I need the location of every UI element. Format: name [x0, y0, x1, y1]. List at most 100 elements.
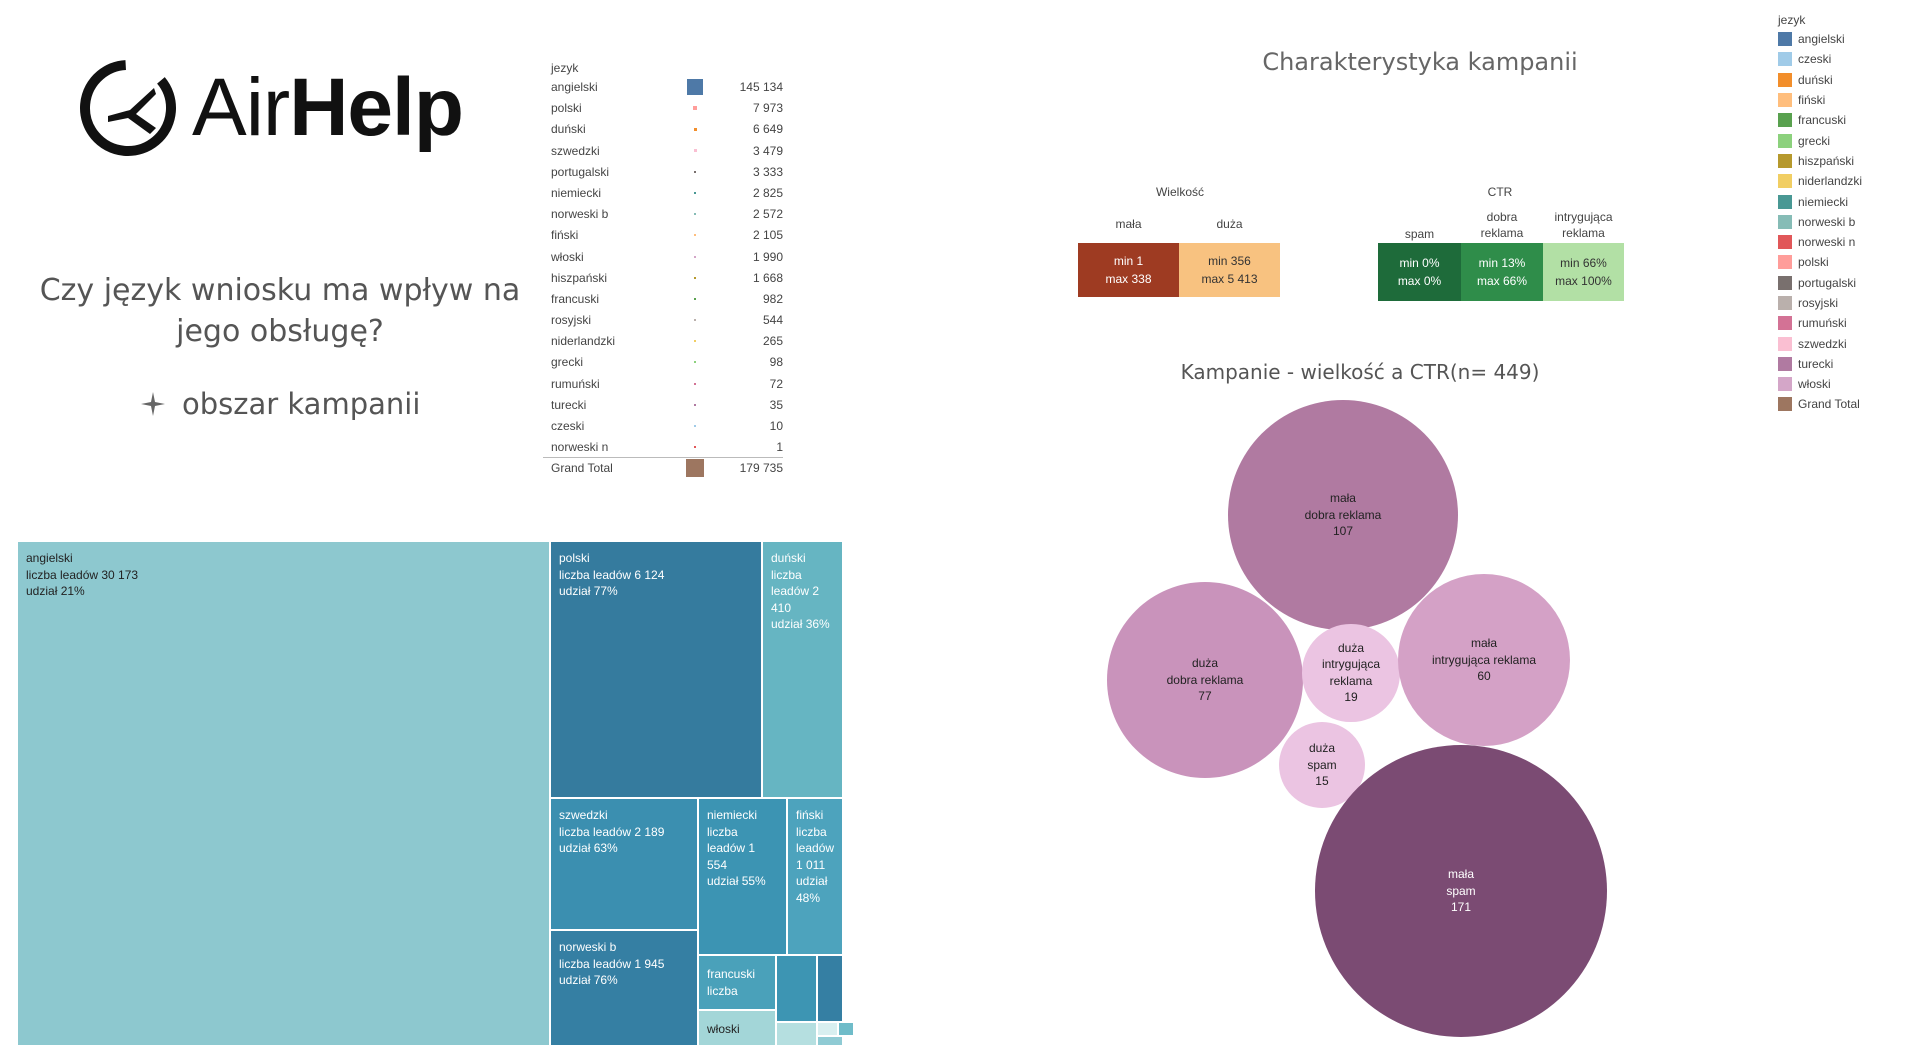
legend-item[interactable]: rosyjski [1778, 293, 1862, 313]
bubble-chart: mała dobra reklama 107 duża dobra reklama 77 d… [1080, 390, 1640, 1040]
language-count: 35 [769, 397, 783, 412]
area-navigation-link[interactable]: obszar kampanii [140, 387, 420, 421]
treemap-label: angielski [26, 551, 73, 565]
legend-item[interactable]: angielski [1778, 29, 1862, 49]
table-row: włoski 1 990 [543, 246, 783, 267]
legend-swatch [1778, 377, 1792, 392]
treemap-label: udział 63% [559, 841, 618, 855]
table-row: polski 7 973 [543, 97, 783, 118]
legend-swatch [1778, 72, 1792, 87]
language-name: rosyjski [551, 313, 592, 328]
sparkle-icon [141, 392, 165, 416]
size-marker [686, 459, 704, 478]
treemap-label: polski [559, 551, 590, 565]
treemap-label: duński [771, 551, 806, 565]
bubble-value: 107 [1332, 524, 1353, 539]
legend-item[interactable]: niderlandzki [1778, 171, 1862, 191]
legend-item[interactable]: czeski [1778, 49, 1862, 69]
bubble-value: 60 [1477, 669, 1491, 684]
legend-item[interactable]: grecki [1778, 130, 1862, 150]
language-name: portugalski [551, 164, 610, 179]
language-name: fiński [551, 228, 579, 243]
legend-label: angielski [1798, 32, 1845, 47]
legend-label: hiszpański [1798, 153, 1855, 168]
size-marker [694, 276, 696, 279]
legend-item[interactable]: włoski [1778, 374, 1862, 394]
legend-swatch [1778, 255, 1792, 270]
treemap-cell: duński liczba leadów 2 410 udział 36% [762, 541, 843, 798]
bubble-size: duża [1191, 656, 1218, 671]
language-count: 1 [776, 440, 783, 455]
size-marker [693, 127, 697, 131]
bubble-size: mała [1447, 867, 1474, 882]
characteristics-title: Charakterystyka kampanii [1262, 48, 1578, 76]
airhelp-logo-icon [80, 60, 176, 156]
legend-item[interactable]: francuski [1778, 110, 1862, 130]
legend-label: niderlandzki [1798, 174, 1863, 189]
table-row: grecki 98 [543, 351, 783, 372]
legend-label: rosyjski [1798, 296, 1839, 310]
treemap-cell: fiński liczba leadów 1 011 udział 48% [787, 798, 843, 955]
legend-label: rumuński [1798, 316, 1847, 331]
legend-item[interactable]: norweski b [1778, 212, 1862, 232]
range-tile: min 356 max 5 413 [1179, 243, 1280, 297]
treemap-label: włoski [707, 1022, 740, 1036]
legend-label: niemiecki [1798, 194, 1849, 209]
treemap-label: leadów 2 [771, 584, 820, 598]
tile-min: min 0% [1399, 256, 1440, 270]
language-name: Grand Total [551, 461, 613, 476]
treemap-label: udział 21% [26, 584, 85, 598]
legend-item[interactable]: szwedzki [1778, 333, 1862, 353]
bubble-ctr: dobra reklama [1166, 672, 1244, 687]
legend-label: czeski [1798, 52, 1832, 67]
treemap-label: 410 [771, 600, 792, 615]
bubble-value: 171 [1450, 900, 1472, 915]
bubble-chart-title: Kampanie - wielkość a CTR(n= 449) [1180, 360, 1540, 384]
treemap-cell [838, 1022, 854, 1036]
treemap-label: 48% [796, 890, 821, 905]
legend-label: grecki [1798, 133, 1831, 148]
legend-swatch [1778, 296, 1792, 310]
legend-label: polski [1798, 255, 1829, 270]
table-header: jezyk [551, 61, 579, 75]
legend-title: jezyk [1778, 13, 1806, 27]
table-row: szwedzki 3 479 [543, 140, 783, 161]
treemap-label: 1 011 [796, 857, 826, 872]
treemap-cell [776, 955, 817, 1022]
table-row: turecki 35 [543, 394, 783, 415]
legend-item[interactable]: Grand Total [1778, 394, 1862, 414]
bubble: mała intrygująca reklama 60 [1397, 573, 1571, 747]
table-total-row: Grand Total 179 735 [543, 457, 783, 478]
bubble: mała dobra reklama 107 [1227, 399, 1459, 631]
legend-item[interactable]: hiszpański [1778, 151, 1862, 171]
legend-item[interactable]: duński [1778, 70, 1862, 90]
bubble-size: duża [1308, 741, 1335, 756]
bubble-size: mała [1470, 636, 1497, 651]
treemap-label: liczba leadów 6 124 [559, 567, 665, 582]
legend-swatch [1778, 316, 1792, 331]
tile-min: min 356 [1208, 254, 1251, 268]
language-count: 2 572 [752, 207, 783, 222]
legend-item[interactable]: rumuński [1778, 313, 1862, 333]
airhelp-logo: AirHelp [78, 58, 464, 158]
legend-label: fiński [1798, 93, 1826, 108]
treemap-label: udział 36% [771, 617, 830, 631]
size-marker [693, 106, 697, 111]
language-count: 544 [762, 313, 783, 328]
table-row: rumuński 72 [543, 373, 783, 394]
legend-item[interactable]: niemiecki [1778, 191, 1862, 211]
language-count: 2 825 [752, 185, 783, 200]
language-count: 265 [762, 334, 783, 349]
legend-item[interactable]: fiński [1778, 90, 1862, 110]
treemap-cell: szwedzki liczba leadów 2 189 udział 63% [550, 798, 698, 930]
treemap-cell [817, 1022, 838, 1036]
bubble-ctr: intrygująca reklama [1431, 652, 1537, 667]
legend-swatch [1778, 194, 1792, 209]
legend-item[interactable]: portugalski [1778, 273, 1862, 293]
size-marker [694, 297, 696, 300]
legend-swatch [1778, 133, 1792, 148]
legend-item[interactable]: norweski n [1778, 232, 1862, 252]
legend-item[interactable]: polski [1778, 252, 1862, 272]
legend-item[interactable]: turecki [1778, 354, 1862, 374]
language-name: niderlandzki [551, 334, 616, 349]
